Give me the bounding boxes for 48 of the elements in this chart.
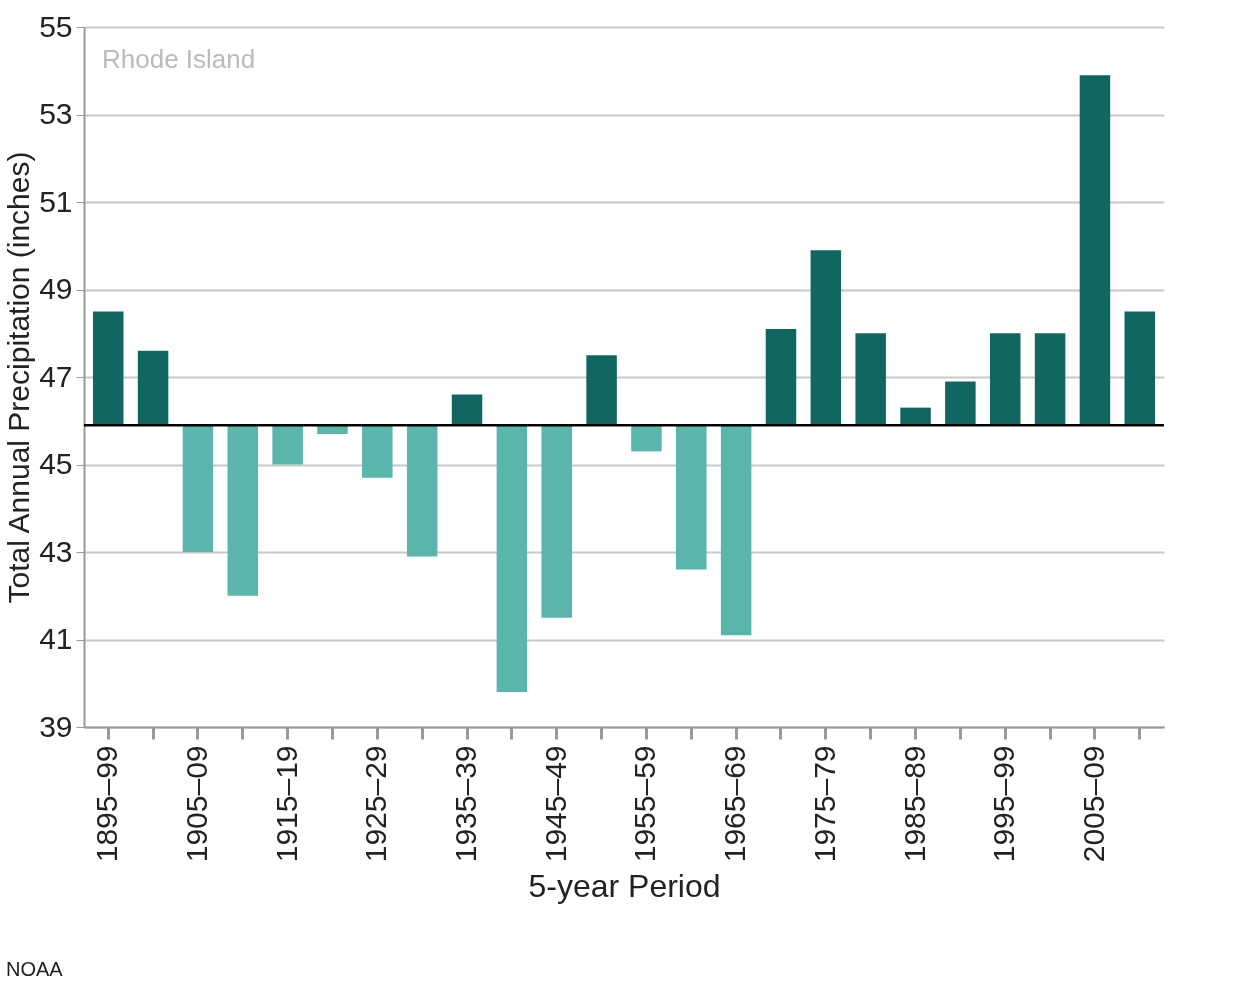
bar — [272, 425, 303, 465]
x-tick-label: 1965–69 — [718, 745, 752, 863]
x-tick-label: 1905–09 — [179, 745, 213, 863]
bar — [720, 425, 752, 636]
x-tick-label: 1915–19 — [269, 745, 303, 863]
bar — [406, 425, 438, 557]
y-tick-label: 55 — [39, 9, 73, 43]
bar — [496, 425, 528, 692]
y-tick-label: 45 — [39, 447, 73, 480]
bar — [1034, 333, 1066, 426]
bar — [900, 407, 931, 426]
bar — [137, 350, 169, 426]
x-axis-title: 5-year Period — [528, 868, 721, 905]
x-tick-label: 1955–59 — [628, 745, 662, 863]
y-tick-label: 49 — [39, 272, 73, 305]
bar — [765, 328, 797, 426]
bar — [451, 394, 483, 426]
x-tick-label: 1945–49 — [538, 745, 572, 863]
bar — [945, 381, 976, 426]
x-tick-label: 1935–39 — [449, 745, 483, 863]
x-tick-label: 1985–89 — [897, 745, 931, 863]
bar — [92, 311, 124, 426]
bar — [676, 425, 707, 570]
bar — [631, 425, 662, 452]
y-tick-label: 47 — [39, 359, 73, 393]
x-tick-label: 1995–99 — [987, 745, 1021, 863]
bar — [810, 250, 842, 426]
x-tick-label: 1925–29 — [359, 745, 393, 863]
y-tick-label: 51 — [39, 184, 73, 218]
bar — [989, 333, 1021, 426]
x-tick-label: 2005–09 — [1076, 745, 1110, 863]
bar — [855, 333, 886, 426]
y-tick-label: 41 — [39, 622, 73, 655]
text: Rhode Island — [102, 44, 256, 74]
text: NOAA — [6, 958, 63, 981]
y-tick-label: 39 — [39, 709, 73, 743]
bar — [1124, 311, 1156, 426]
y-tick-label: 43 — [39, 534, 73, 568]
bar — [182, 425, 214, 552]
bar — [362, 425, 393, 478]
bar — [1079, 75, 1111, 426]
y-tick-label: 53 — [39, 97, 73, 130]
y-axis-title: Total Annual Precipitation (inches) — [2, 151, 36, 604]
bar — [541, 425, 572, 618]
bar — [586, 355, 617, 426]
x-tick-label: 1975–79 — [807, 745, 841, 863]
x-tick-label: 1895–99 — [90, 745, 124, 863]
bar — [227, 425, 259, 596]
